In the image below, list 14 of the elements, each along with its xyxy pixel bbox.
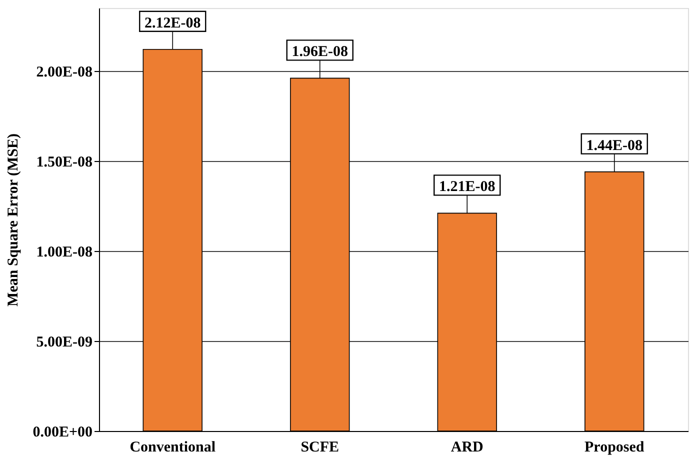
data-label: 1.96E-08	[292, 44, 348, 60]
y-tick-label: 1.00E-08	[36, 244, 92, 260]
y-tick-label: 2.00E-08	[36, 64, 92, 80]
y-axis-title: Mean Square Error (MSE)	[6, 134, 22, 306]
data-label: 1.44E-08	[586, 138, 642, 154]
x-tick-label: SCFE	[300, 440, 340, 456]
y-tick-label: 5.00E-09	[36, 334, 92, 350]
x-tick-label: Conventional	[130, 440, 216, 456]
y-tick-label: 1.50E-08	[36, 154, 92, 170]
data-label: 2.12E-08	[144, 15, 201, 32]
x-tick-label: ARD	[450, 440, 484, 456]
data-label: 1.21E-08	[439, 179, 496, 196]
x-tick-label: Proposed	[584, 440, 645, 456]
y-tick-label: 0.00E+00	[32, 424, 92, 440]
